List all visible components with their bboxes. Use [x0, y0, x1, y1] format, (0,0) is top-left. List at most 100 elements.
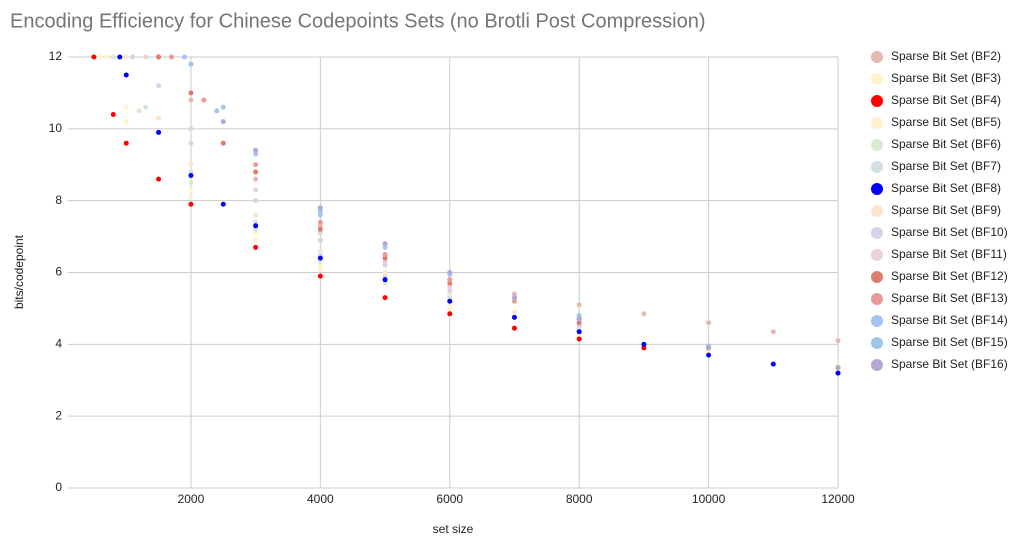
data-point — [104, 54, 110, 60]
x-tick-label: 10000 — [692, 492, 726, 506]
data-point — [511, 295, 517, 301]
data-point — [220, 119, 226, 125]
data-point — [156, 83, 162, 89]
data-point — [253, 244, 259, 250]
data-point — [317, 226, 323, 232]
data-point — [641, 341, 647, 347]
data-point — [706, 352, 712, 358]
data-point — [511, 325, 517, 331]
data-point — [382, 255, 388, 261]
legend-marker — [871, 359, 883, 371]
legend-label: Sparse Bit Set (BF15) — [891, 335, 1008, 349]
data-point — [317, 205, 323, 211]
legend-label: Sparse Bit Set (BF11) — [891, 247, 1007, 261]
data-point — [253, 162, 259, 168]
data-point — [317, 255, 323, 261]
data-point — [382, 244, 388, 250]
data-point — [253, 219, 259, 225]
data-point — [770, 361, 776, 367]
legend-label: Sparse Bit Set (BF5) — [891, 115, 1001, 129]
data-point — [188, 61, 194, 67]
data-point — [641, 311, 647, 317]
y-axis-label: bits/codepoint — [12, 234, 26, 309]
data-point — [156, 129, 162, 135]
data-point — [382, 270, 388, 275]
legend-label: Sparse Bit Set (BF14) — [891, 313, 1008, 327]
data-point — [156, 115, 162, 121]
data-point — [253, 223, 259, 229]
data-point — [123, 54, 129, 60]
data-point — [317, 212, 323, 218]
legend-marker — [871, 139, 883, 151]
legend-marker — [871, 51, 883, 63]
data-point — [576, 316, 582, 322]
data-point — [317, 273, 323, 279]
legend-label: Sparse Bit Set (BF9) — [891, 203, 1001, 217]
data-point — [706, 345, 712, 351]
y-tick-label: 2 — [55, 408, 62, 422]
data-point — [447, 291, 453, 297]
data-point — [123, 72, 129, 78]
data-point — [770, 329, 776, 335]
legend-label: Sparse Bit Set (BF3) — [891, 71, 1001, 85]
data-point — [382, 273, 388, 279]
data-point — [382, 241, 388, 247]
legend-label: Sparse Bit Set (BF12) — [891, 269, 1008, 283]
data-point — [143, 104, 149, 110]
legend-label: Sparse Bit Set (BF8) — [891, 181, 1001, 195]
data-point — [317, 248, 323, 254]
legend-marker — [871, 205, 883, 217]
data-point — [317, 237, 323, 243]
legend-marker — [871, 227, 883, 239]
legend-label: Sparse Bit Set (BF16) — [891, 357, 1008, 371]
data-point — [123, 104, 129, 110]
data-point — [188, 97, 194, 103]
data-point — [253, 169, 259, 175]
legend-marker — [871, 117, 883, 129]
data-point — [706, 320, 712, 326]
legend-marker — [871, 315, 883, 327]
legend-marker — [871, 249, 883, 261]
data-point — [156, 176, 162, 182]
data-point — [253, 237, 259, 243]
x-tick-label: 4000 — [307, 492, 334, 506]
data-point — [576, 336, 582, 342]
legend-marker — [871, 183, 883, 195]
data-point — [382, 280, 388, 286]
data-point — [188, 173, 194, 179]
legend-label: Sparse Bit Set (BF2) — [891, 49, 1001, 63]
legend-marker — [871, 95, 883, 107]
data-point — [511, 309, 517, 315]
x-axis-label: set size — [433, 522, 474, 536]
data-point — [253, 151, 259, 157]
data-point — [447, 287, 453, 293]
data-point — [317, 252, 323, 258]
data-point — [253, 187, 259, 193]
data-point — [641, 345, 647, 351]
data-point — [317, 223, 323, 229]
data-point — [576, 313, 582, 319]
data-point — [253, 176, 259, 182]
data-point — [201, 97, 207, 103]
data-point — [317, 259, 323, 265]
data-point — [835, 365, 841, 371]
data-point — [317, 230, 323, 236]
y-tick-label: 12 — [49, 49, 63, 63]
data-point — [253, 147, 259, 153]
y-tick-label: 6 — [55, 265, 62, 279]
data-point — [511, 291, 517, 297]
data-point — [253, 212, 259, 218]
y-tick-label: 0 — [55, 480, 62, 494]
data-point — [188, 194, 194, 200]
legend-label: Sparse Bit Set (BF4) — [891, 93, 1001, 107]
chart-title: Encoding Efficiency for Chinese Codepoin… — [10, 10, 706, 32]
data-point — [188, 162, 194, 168]
data-point — [447, 280, 453, 286]
data-point — [188, 187, 194, 193]
data-point — [511, 298, 517, 304]
legend-marker — [871, 337, 883, 349]
data-point — [576, 329, 582, 335]
data-point — [188, 201, 194, 207]
data-point — [188, 180, 194, 186]
legend-label: Sparse Bit Set (BF10) — [891, 225, 1008, 239]
